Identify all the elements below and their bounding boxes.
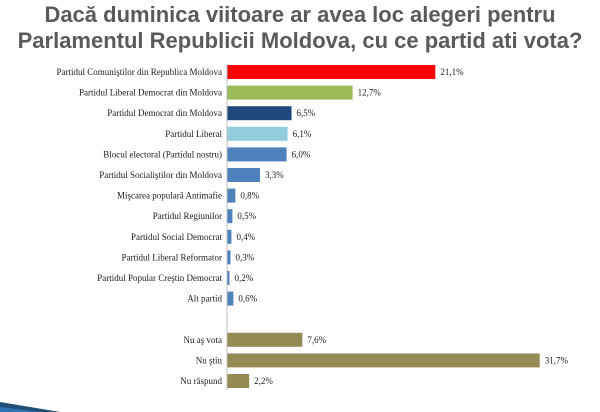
category-label: Partidul Popular Creştin Democrat: [97, 273, 222, 283]
bar: [227, 188, 236, 203]
category-label: Partidul Socialiştilor din Moldova: [99, 170, 222, 180]
bar-value-label: 21,1%: [440, 67, 464, 77]
category-label: Mişcarea populară Antimafie: [117, 191, 222, 201]
category-label: Partidul Liberal Democrat din Moldova: [79, 88, 222, 98]
bar: [227, 250, 231, 265]
bar-value-label: 6,0%: [292, 149, 311, 159]
bar: [227, 209, 233, 224]
category-label: Partidul Democrat din Moldova: [107, 108, 222, 118]
bar-value-label: 0,5%: [237, 211, 256, 221]
bar-value-label: 6,1%: [293, 129, 312, 139]
bar-value-label: 0,6%: [238, 294, 257, 304]
bar-value-label: 0,3%: [235, 252, 254, 262]
bar-value-label: 7,6%: [307, 335, 326, 345]
bar-value-label: 0,8%: [240, 191, 259, 201]
bar: [227, 147, 287, 162]
bar: [227, 106, 292, 121]
category-label: Partidul Liberal Reformator: [122, 252, 222, 262]
category-label: Alt partid: [187, 294, 222, 304]
category-label: Blocul electoral (Partidul nostru): [103, 149, 222, 159]
bar-value-label: 3,3%: [265, 170, 284, 180]
bar-value-label: 0,2%: [234, 273, 253, 283]
category-label: Nu răspund: [180, 376, 222, 386]
category-label: Partidul Comuniştilor din Republica Mold…: [57, 67, 223, 77]
bar: [227, 229, 232, 244]
category-label: Partidul Social Democrat: [131, 232, 222, 242]
bar: [227, 85, 353, 100]
bar: [227, 353, 540, 368]
bar-value-label: 0,4%: [236, 232, 255, 242]
bar-value-label: 2,2%: [254, 376, 273, 386]
bar: [227, 65, 436, 79]
category-label: Partidul Liberal: [165, 129, 222, 139]
chart-title-line-2: Parlamentul Republicii Moldova, cu ce pa…: [17, 28, 583, 53]
bar: [227, 271, 230, 285]
bar-value-label: 6,5%: [297, 108, 316, 118]
category-label: Partidul Regiunilor: [153, 211, 222, 221]
bar: [227, 126, 288, 141]
bar: [227, 332, 303, 347]
bar: [227, 374, 250, 388]
bar: [227, 291, 234, 306]
category-label: Nu aş vota: [184, 335, 223, 345]
corner-decoration: [0, 402, 60, 412]
category-label: Nu ştiu: [196, 355, 223, 365]
bar-value-label: 12,7%: [358, 88, 382, 98]
chart-title-line-1: Dacă duminica viitoare ar avea loc alege…: [44, 2, 556, 27]
bar-value-label: 31,7%: [545, 355, 569, 365]
bar: [227, 168, 261, 182]
chart-title: Dacă duminica viitoare ar avea loc alege…: [0, 2, 600, 54]
